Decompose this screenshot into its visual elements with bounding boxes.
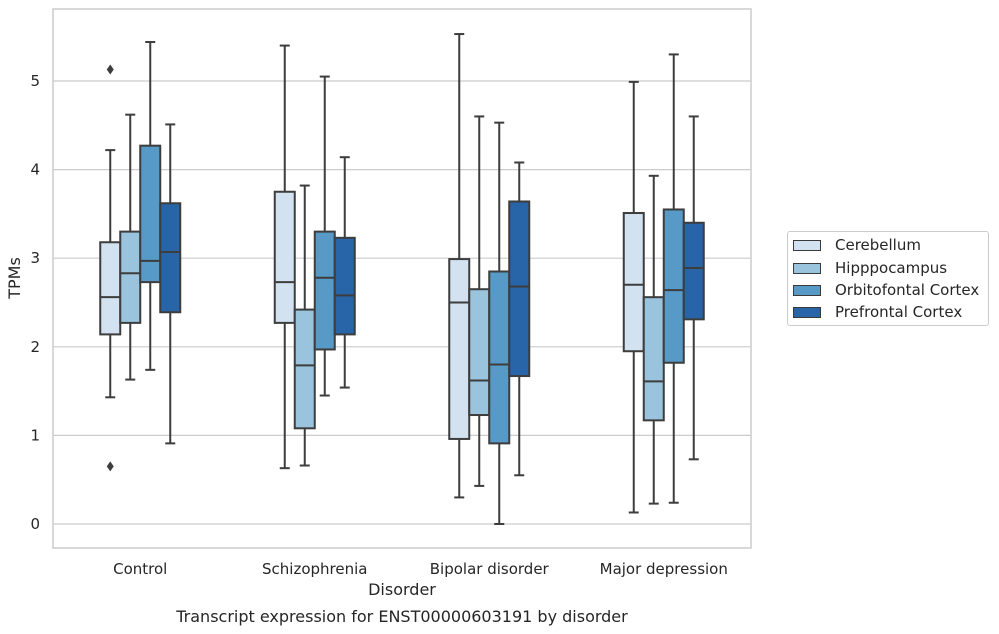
legend-item-orbitofontal-cortex: Orbitofontal Cortex	[793, 280, 979, 300]
box-body-cerebellum-major-depression	[622, 212, 645, 353]
legend-swatch-hipppocampus	[793, 262, 821, 274]
legend-swatch-prefrontal-cortex	[793, 306, 821, 318]
box-cerebellum-major-depression	[622, 80, 645, 514]
box-body-cerebellum-control	[99, 241, 122, 336]
y-tick-labels: 0 1 2 3 4 5	[30, 72, 40, 533]
y-axis-title: TPMs	[5, 257, 24, 300]
plot-frame	[52, 8, 752, 549]
box-cerebellum-bipolar-disorder	[448, 33, 471, 499]
outlier-cerebellum-control-1	[106, 461, 114, 472]
box-body-cerebellum-schizophrenia	[273, 190, 296, 324]
box-prefrontal-cortex-control	[159, 123, 182, 445]
legend-item-prefrontal-cortex: Prefrontal Cortex	[793, 302, 962, 322]
box-body-hipppocampus-schizophrenia	[293, 308, 316, 430]
legend-label-cerebellum: Cerebellum	[835, 236, 921, 254]
box-body-hipppocampus-control	[119, 230, 142, 324]
legend-swatch-orbitofontal-cortex	[793, 284, 821, 296]
y-tick-label-3: 3	[30, 249, 40, 267]
y-tick-label-5: 5	[30, 72, 40, 90]
box-body-prefrontal-cortex-major-depression	[682, 221, 705, 321]
x-tick-label-bipolar-disorder: Bipolar disorder	[430, 560, 550, 578]
box-body-prefrontal-cortex-bipolar-disorder	[508, 200, 531, 378]
box-orbitofontal-cortex-bipolar-disorder	[488, 121, 511, 525]
box-hipppocampus-major-depression	[642, 174, 665, 505]
box-body-hipppocampus-bipolar-disorder	[468, 288, 491, 417]
x-tick-label-major-depression: Major depression	[600, 560, 728, 578]
box-hipppocampus-schizophrenia	[293, 184, 316, 467]
legend-item-hipppocampus: Hipppocampus	[793, 258, 947, 278]
legend-label-orbitofontal-cortex: Orbitofontal Cortex	[835, 281, 980, 299]
legend: Cerebellum Hipppocampus Orbitofontal Cor…	[787, 231, 989, 326]
box-orbitofontal-cortex-control	[139, 41, 162, 371]
box-body-hipppocampus-major-depression	[642, 296, 665, 422]
box-body-cerebellum-bipolar-disorder	[448, 258, 471, 440]
box-body-prefrontal-cortex-schizophrenia	[333, 236, 356, 336]
legend-label-prefrontal-cortex: Prefrontal Cortex	[835, 303, 963, 321]
y-tick-label-2: 2	[30, 338, 40, 356]
box-body-orbitofontal-cortex-bipolar-disorder	[488, 270, 511, 445]
y-tick-label-0: 0	[30, 515, 40, 533]
box-body-prefrontal-cortex-control	[159, 202, 182, 314]
box-prefrontal-cortex-schizophrenia	[333, 156, 356, 389]
legend-item-cerebellum: Cerebellum	[793, 235, 921, 255]
x-tick-label-control: Control	[113, 560, 167, 578]
box-body-orbitofontal-cortex-major-depression	[662, 208, 685, 364]
box-layer	[99, 33, 705, 525]
box-cerebellum-control	[99, 64, 122, 472]
box-body-orbitofontal-cortex-schizophrenia	[313, 230, 336, 351]
outlier-cerebellum-control-0	[106, 64, 114, 75]
box-prefrontal-cortex-bipolar-disorder	[508, 161, 531, 477]
y-tick-label-4: 4	[30, 161, 40, 179]
box-prefrontal-cortex-major-depression	[682, 115, 705, 461]
box-orbitofontal-cortex-schizophrenia	[313, 75, 336, 397]
legend-label-hipppocampus: Hipppocampus	[835, 259, 948, 277]
legend-swatch-cerebellum	[793, 239, 821, 251]
chart-caption: Transcript expression for ENST0000060319…	[175, 607, 628, 626]
y-tick-label-1: 1	[30, 426, 40, 444]
x-tick-label-schizophrenia: Schizophrenia	[262, 560, 367, 578]
box-hipppocampus-bipolar-disorder	[468, 115, 491, 487]
box-orbitofontal-cortex-major-depression	[662, 53, 685, 504]
x-tick-labels: Control Schizophrenia Bipolar disorder Majo…	[113, 560, 728, 578]
box-cerebellum-schizophrenia	[273, 44, 296, 470]
x-axis-title: Disorder	[368, 580, 436, 599]
box-hipppocampus-control	[119, 113, 142, 381]
